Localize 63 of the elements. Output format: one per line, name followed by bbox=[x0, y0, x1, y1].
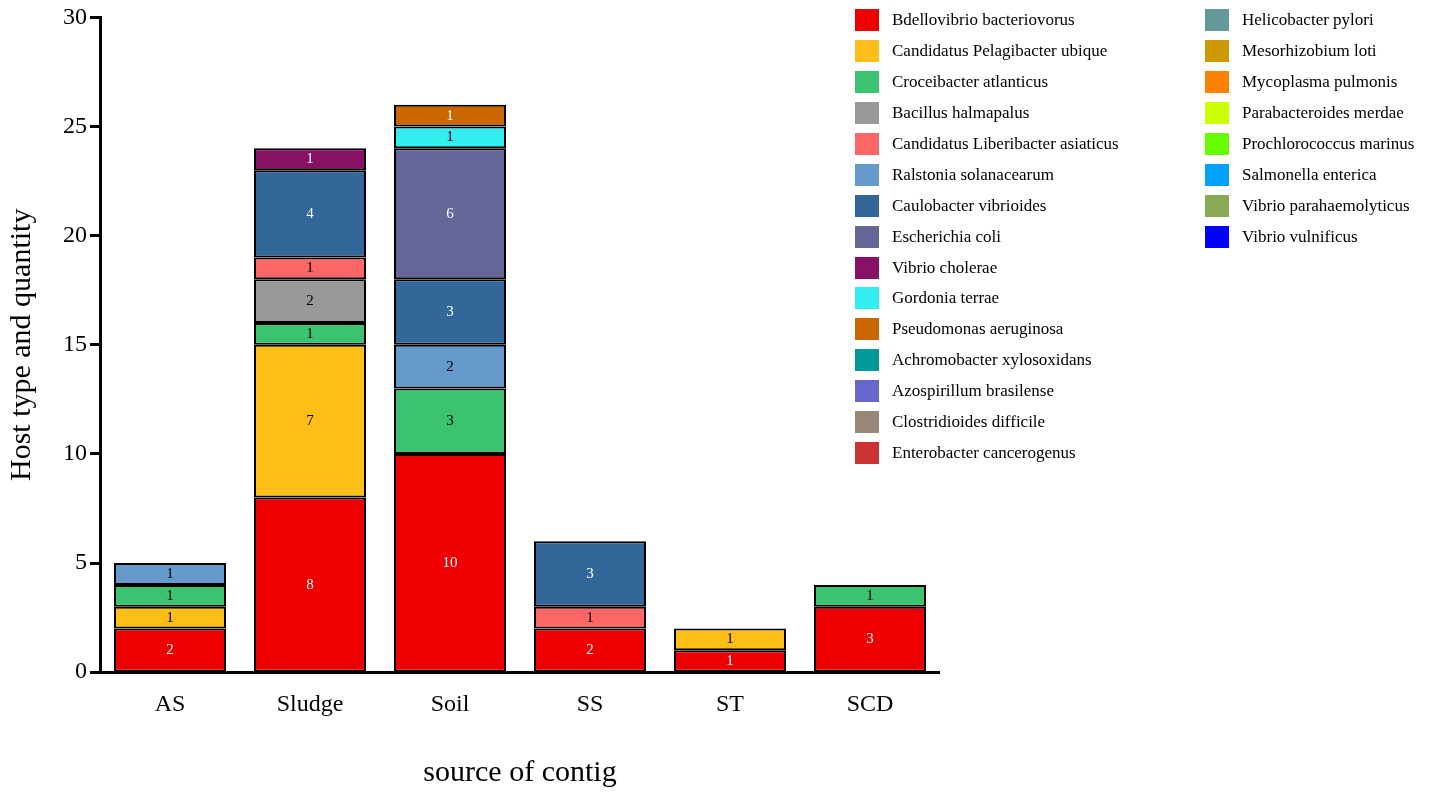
data-label: 3 bbox=[866, 630, 874, 647]
data-label: 10 bbox=[442, 553, 458, 570]
x-tick-label: SCD bbox=[846, 689, 894, 716]
y-tick-label: 30 bbox=[63, 2, 87, 29]
data-label: 1 bbox=[446, 106, 454, 123]
y-tick-label: 25 bbox=[63, 111, 87, 138]
data-label: 6 bbox=[446, 204, 455, 221]
legend-label: Clostridioides difficile bbox=[892, 412, 1046, 433]
legend-label: Croceibacter atlanticus bbox=[892, 72, 1049, 93]
legend-label: Achromobacter xylosoxidans bbox=[892, 350, 1092, 371]
legend-label: Candidatus Pelagibacter ubique bbox=[892, 41, 1108, 62]
data-label: 1 bbox=[726, 630, 734, 647]
legend-label: Gordonia terrae bbox=[892, 288, 1000, 309]
legend-label: Vibrio cholerae bbox=[892, 257, 998, 278]
data-label: 1 bbox=[166, 564, 174, 581]
legend-label: Salmonella enterica bbox=[1242, 164, 1377, 185]
y-tick-label: 20 bbox=[63, 220, 87, 247]
x-tick-label: SS bbox=[576, 689, 604, 716]
data-label: 1 bbox=[306, 259, 314, 276]
legend-label: Prochlorococcus marinus bbox=[1242, 134, 1415, 154]
data-label: 3 bbox=[446, 303, 454, 319]
data-label: 1 bbox=[166, 608, 174, 625]
data-label: 3 bbox=[586, 564, 594, 581]
data-label: 1 bbox=[446, 128, 454, 145]
data-label: 7 bbox=[306, 412, 315, 429]
data-label: 8 bbox=[306, 575, 314, 592]
data-label: 2 bbox=[586, 641, 594, 658]
x-axis-title: source of contig bbox=[423, 753, 617, 787]
data-label: 1 bbox=[306, 150, 314, 167]
legend-label: Caulobacter vibrioides bbox=[892, 195, 1047, 216]
data-label: 1 bbox=[866, 586, 874, 603]
legend-label: Bdellovibrio bacteriovorus bbox=[892, 10, 1075, 31]
data-label: 1 bbox=[166, 586, 174, 603]
legend-label: Enterobacter cancerogenus bbox=[892, 442, 1076, 463]
legend-label: Azospirillum brasilense bbox=[892, 381, 1054, 402]
legend-label: Escherichia coli bbox=[892, 226, 1002, 247]
x-tick-label: Sludge bbox=[276, 689, 344, 716]
legend-label: Vibrio vulnificus bbox=[1242, 226, 1358, 247]
x-tick-label: AS bbox=[154, 689, 186, 716]
data-label: 1 bbox=[306, 324, 314, 341]
y-tick-label: 5 bbox=[75, 548, 87, 575]
legend-label: Candidatus Liberibacter asiaticus bbox=[892, 134, 1119, 154]
data-label: 2 bbox=[306, 292, 314, 309]
data-label: 3 bbox=[446, 412, 454, 429]
y-tick-label: 0 bbox=[75, 657, 87, 684]
legend-label: Parabacteroides merdae bbox=[1242, 103, 1404, 124]
data-label: 1 bbox=[586, 608, 594, 625]
y-tick-label: 10 bbox=[63, 439, 87, 466]
y-tick-label: 15 bbox=[63, 330, 87, 357]
legend-label: Bacillus halmapalus bbox=[892, 103, 1030, 124]
data-label: 2 bbox=[446, 357, 454, 374]
legend-label: Pseudomonas aeruginosa bbox=[892, 319, 1064, 340]
legend-label: Mesorhizobium loti bbox=[1242, 41, 1377, 62]
data-label: 4 bbox=[306, 204, 315, 221]
legend-label: Ralstonia solanacearum bbox=[892, 164, 1054, 185]
data-label: 2 bbox=[166, 641, 174, 658]
data-label: 1 bbox=[726, 651, 734, 668]
x-tick-label: ST bbox=[715, 689, 745, 716]
legend-label: Mycoplasma pulmonis bbox=[1242, 72, 1398, 93]
y-axis-title: Host type and quantity bbox=[2, 208, 36, 482]
x-tick-label: Soil bbox=[430, 689, 470, 716]
legend-label: Helicobacter pylori bbox=[1242, 10, 1374, 31]
legend-label: Vibrio parahaemolyticus bbox=[1242, 195, 1410, 216]
